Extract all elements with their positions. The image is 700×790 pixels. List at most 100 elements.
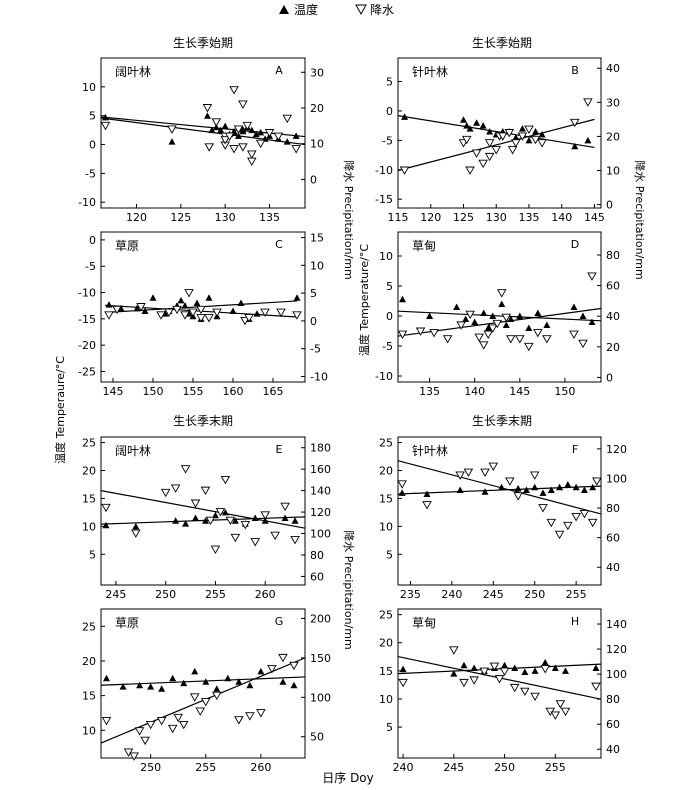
point-precipitation-a	[229, 86, 239, 95]
point-precipitation-d	[587, 272, 597, 281]
y-tick-label-temp-c: 0	[89, 234, 96, 247]
point-precipitation-b	[471, 149, 482, 158]
point-precipitation-c	[136, 303, 146, 312]
point-temperature-a	[283, 138, 291, 145]
point-precipitation-a	[202, 104, 213, 113]
x-tick-label-e: 255	[205, 588, 226, 601]
point-precipitation-d	[501, 313, 512, 323]
point-precipitation-b	[484, 152, 495, 162]
point-temperature-g	[180, 679, 188, 687]
point-temperature-d	[534, 309, 542, 316]
y-tick-label-precip-c: 0	[310, 315, 317, 328]
y-tick-label-precip-e: 160	[310, 463, 331, 476]
y-tick-label-precip-h: 60	[606, 718, 620, 731]
point-precipitation-d	[515, 335, 525, 344]
x-axis-label-doy: 日序 Doy	[322, 770, 374, 785]
point-precipitation-a	[238, 143, 248, 152]
y-tick-label-temp-d: 5	[386, 280, 393, 293]
point-precipitation-h	[550, 711, 561, 720]
point-temperature-e	[221, 508, 229, 516]
x-tick-label-d: 135	[419, 385, 440, 398]
panel-veg-label-b: 针叶林	[412, 64, 448, 79]
point-precipitation-b	[497, 132, 508, 141]
point-precipitation-f	[592, 477, 602, 486]
point-temperature-g	[246, 681, 254, 689]
point-precipitation-d	[533, 329, 543, 338]
point-precipitation-a	[264, 129, 275, 138]
y-tick-label-temp-g: 10	[82, 724, 96, 737]
point-precipitation-h	[398, 678, 408, 688]
point-precipitation-b	[524, 125, 534, 134]
x-tick-label-f: 250	[524, 588, 545, 601]
panel-g: 250 255 260 10 15 20 25 50 100 150 200 草原 G	[82, 608, 331, 774]
y-tick-label-temp-e: 10	[82, 520, 96, 533]
x-tick-label-a: 135	[259, 211, 280, 224]
y-tick-label-temp-h: 10	[379, 693, 393, 706]
panel-letter-g: G	[275, 615, 284, 628]
x-tick-label-f: 235	[400, 588, 421, 601]
y-tick-label-precip-h: 100	[606, 668, 627, 681]
point-precipitation-c	[104, 311, 114, 320]
y-tick-label-precip-f: 40	[606, 561, 620, 574]
point-precipitation-c	[196, 314, 206, 323]
fit-line-precipitation-f	[397, 460, 602, 515]
point-precipitation-d	[569, 330, 579, 339]
point-precipitation-g	[189, 693, 200, 702]
point-precipitation-c	[188, 308, 198, 317]
point-temperature-h	[561, 667, 569, 674]
panel-e: 245 250 255 260 5 10 15 20 25 60 80 100 120 140 160 180…	[82, 436, 331, 601]
point-precipitation-e	[240, 520, 251, 530]
point-precipitation-c	[172, 305, 182, 315]
fit-line-precipitation-b	[397, 118, 595, 172]
point-precipitation-e	[225, 516, 236, 526]
point-temperature-f	[398, 489, 406, 496]
point-precipitation-b	[583, 98, 593, 107]
point-precipitation-a	[211, 118, 222, 127]
point-precipitation-e	[200, 486, 211, 496]
y-tick-label-precip-h: 80	[606, 693, 620, 706]
panel-frame-e	[100, 436, 306, 586]
point-precipitation-a	[238, 100, 248, 109]
y-tick-label-precip-f: 60	[606, 532, 620, 545]
point-precipitation-f	[563, 521, 573, 531]
y-tick-label-temp-h: 20	[379, 637, 393, 650]
point-precipitation-e	[270, 531, 280, 541]
point-precipitation-g	[212, 691, 222, 701]
point-temperature-h	[450, 670, 458, 677]
point-temperature-h	[531, 667, 539, 674]
point-temperature-e	[182, 520, 190, 527]
y-tick-label-precip-c: 10	[310, 259, 324, 272]
panel-b: 115 120 125 130 135 140 145 -15 -10 -5 0 5 0 10 20 30 40…	[375, 57, 620, 224]
point-precipitation-a	[229, 145, 239, 154]
point-temperature-f	[522, 486, 530, 494]
point-precipitation-c	[196, 305, 206, 315]
x-tick-label-d: 150	[554, 385, 575, 398]
point-precipitation-b	[570, 118, 580, 128]
y-tick-label-precip-b: 20	[606, 130, 620, 143]
point-precipitation-d	[442, 335, 453, 344]
y-tick-label-precip-b: 10	[606, 165, 620, 178]
point-precipitation-h	[469, 676, 479, 685]
point-precipitation-e	[290, 536, 300, 545]
point-precipitation-g	[289, 661, 299, 671]
x-tick-label-a: 120	[126, 211, 147, 224]
y-tick-label-precip-e: 80	[310, 549, 324, 562]
x-tick-label-b: 115	[388, 211, 409, 224]
y-tick-label-precip-g: 100	[310, 691, 331, 704]
y-tick-label-precip-g: 50	[310, 731, 324, 744]
point-temperature-c	[105, 301, 113, 308]
point-temperature-a	[217, 126, 225, 134]
point-precipitation-c	[180, 311, 190, 320]
y-tick-label-precip-a: 0	[310, 173, 317, 186]
point-temperature-a	[212, 123, 220, 131]
point-precipitation-h	[591, 682, 601, 692]
point-temperature-g	[290, 681, 298, 689]
point-precipitation-a	[242, 121, 253, 131]
point-temperature-g	[147, 683, 155, 690]
x-tick-label-c: 160	[223, 385, 244, 398]
y-tick-label-temp-b: -10	[375, 164, 393, 177]
point-temperature-g	[103, 674, 111, 682]
point-precipitation-h	[479, 667, 490, 677]
point-temperature-f	[539, 489, 547, 496]
point-precipitation-e	[170, 484, 181, 493]
